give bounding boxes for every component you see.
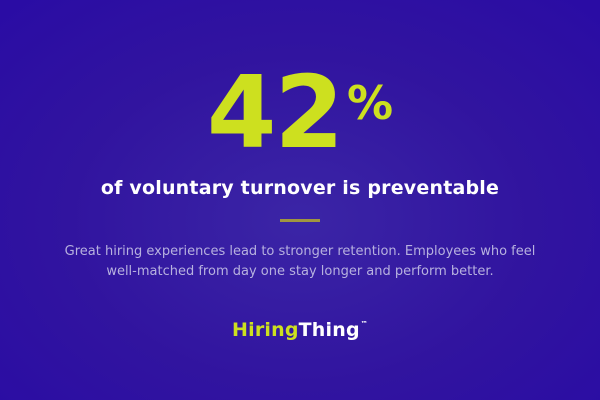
description: Great hiring experiences lead to stronge…	[65, 242, 536, 282]
logo-part-thing: Thing	[298, 319, 360, 341]
description-line-2: well-matched from day one stay longer an…	[106, 264, 494, 279]
divider	[280, 219, 320, 222]
statistic-value: 42	[206, 54, 344, 171]
description-line-1: Great hiring experiences lead to stronge…	[64, 244, 536, 259]
hiringthing-logo: HiringThing™	[232, 312, 368, 342]
headline: of voluntary turnover is preventable	[100, 177, 500, 199]
statistic: 42%	[207, 63, 393, 163]
logo-part-hiring: Hiring	[232, 319, 299, 341]
statistic-percent-sign: %	[347, 76, 394, 130]
trademark-icon: ™	[360, 320, 368, 328]
